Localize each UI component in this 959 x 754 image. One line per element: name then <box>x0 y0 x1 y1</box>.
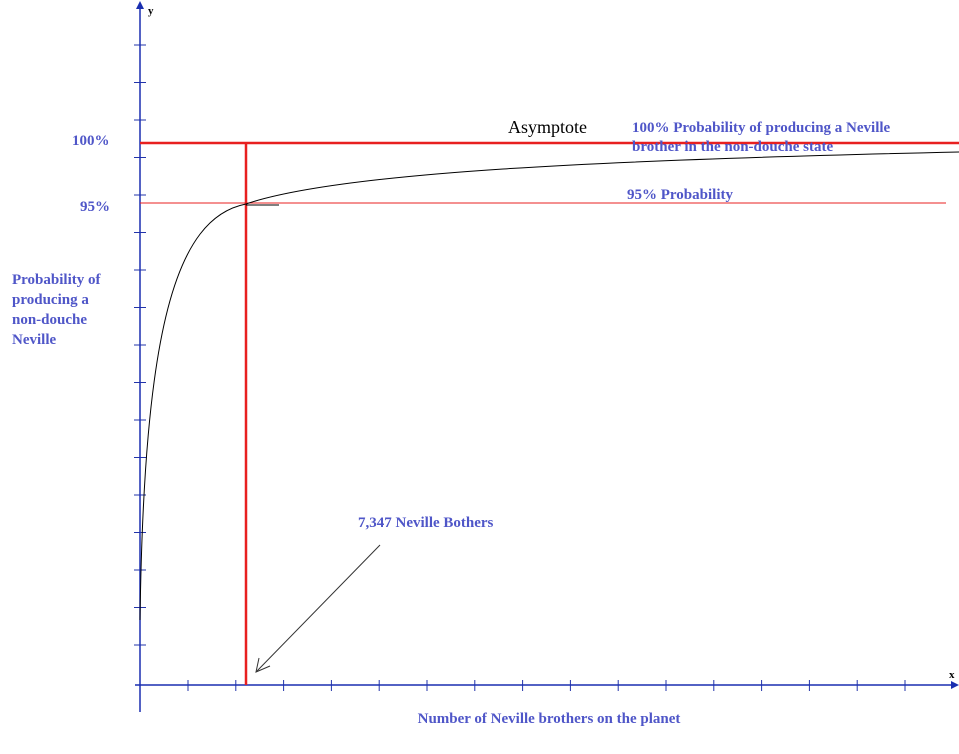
y-axis-title: non-douche <box>12 312 87 328</box>
upper-note: brother in the non-douche state <box>632 139 833 155</box>
asymptote-label: Asymptote <box>508 117 587 137</box>
y-axis-title: Neville <box>12 332 56 348</box>
upper-note: 100% Probability of producing a Neville <box>632 120 891 136</box>
y-arrow <box>136 1 144 9</box>
level-label: 95% <box>80 199 110 215</box>
y-axis-title: producing a <box>12 292 89 308</box>
lower-note: 95% Probability <box>627 187 733 203</box>
level-label: 100% <box>72 133 110 149</box>
x-arrow <box>951 681 959 689</box>
pointer-note: 7,347 Neville Bothers <box>358 515 494 531</box>
x-axis-title: Number of Neville brothers on the planet <box>418 711 681 727</box>
pointer-head <box>255 657 271 673</box>
curve <box>139 151 959 621</box>
pointer-arrow <box>256 544 381 672</box>
x-axis-letter: x <box>949 669 955 681</box>
y-axis-title: Probability of <box>12 272 101 288</box>
y-axis-letter: y <box>148 5 154 17</box>
